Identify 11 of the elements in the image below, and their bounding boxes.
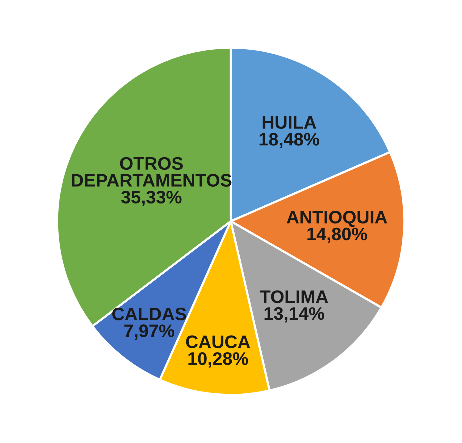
data-label: 14,80% bbox=[308, 228, 368, 244]
slice-label: CAUCA bbox=[186, 336, 250, 348]
data-label: 18,48% bbox=[260, 133, 320, 148]
data-label: 35,33% bbox=[121, 190, 182, 206]
slice-label: HUILA bbox=[262, 116, 316, 130]
slice-label: TOLIMA bbox=[260, 290, 328, 304]
data-label: 7,97% bbox=[124, 324, 175, 340]
slice-label: CALDAS bbox=[112, 308, 186, 321]
data-label: 10,28% bbox=[188, 352, 248, 368]
slice-label: ANTIOQUIA bbox=[286, 211, 388, 228]
data-label: 13,14% bbox=[264, 307, 324, 323]
